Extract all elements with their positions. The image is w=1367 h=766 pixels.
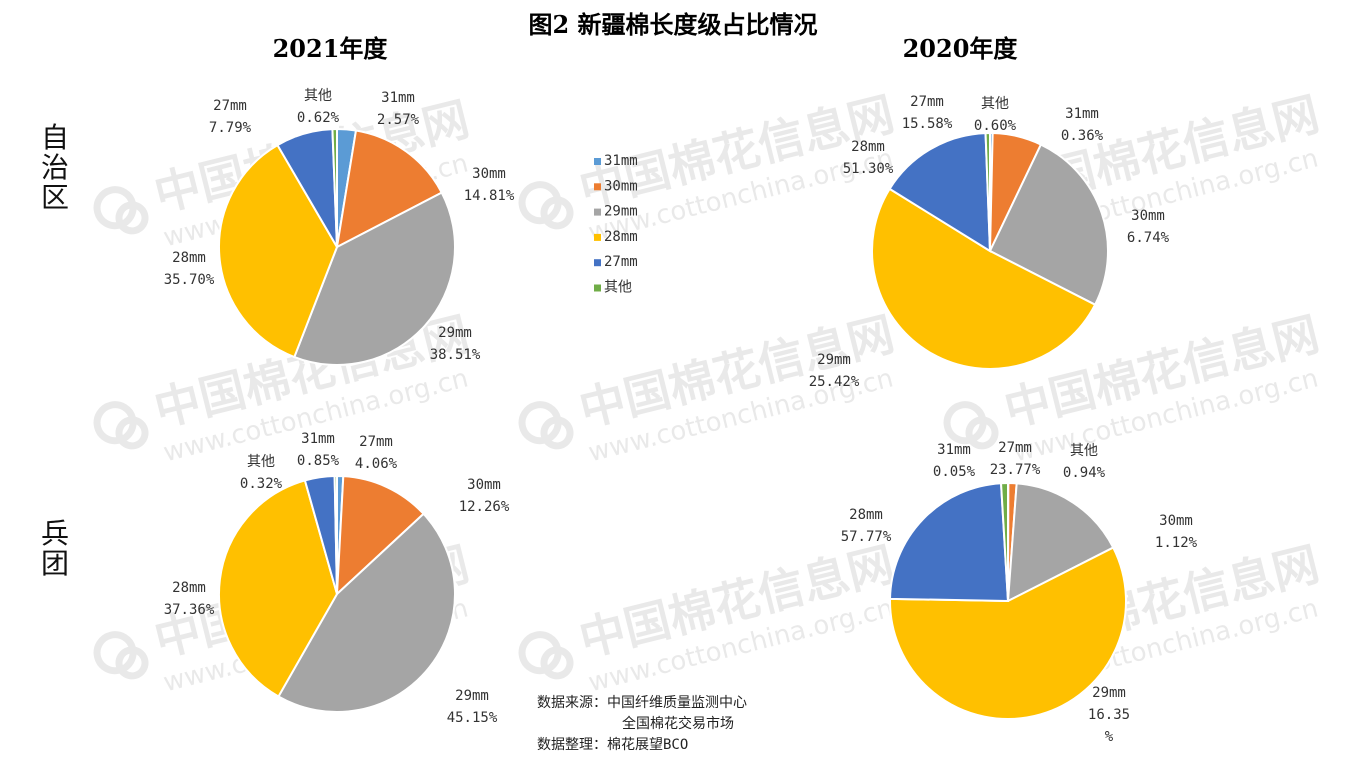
- row-label-char: 治: [41, 151, 69, 184]
- legend-swatch: [594, 233, 601, 241]
- data-label: 30mm 6.74%: [1127, 208, 1170, 246]
- pie-slice-其他: [331, 127, 338, 248]
- legend-swatch: [594, 208, 601, 216]
- legend-label: 27mm: [604, 254, 638, 270]
- data-label: 27mm 23.77%: [990, 440, 1041, 478]
- chart-title: 图2 新疆棉长度级占比情况: [528, 10, 817, 39]
- data-label: 其他 0.60%: [974, 96, 1017, 134]
- data-label: 28mm 57.77%: [841, 507, 892, 545]
- data-label: 29mm 45.15%: [447, 688, 498, 726]
- data-label: 29mm 38.51%: [430, 325, 481, 363]
- data-label: 31mm 0.36%: [1061, 106, 1104, 144]
- pie-slice-28mm: [218, 479, 339, 698]
- legend: 31mm 30mm 29mm 28mm 27mm 其他: [594, 153, 638, 296]
- pie-2021-autonomous-region: 31mm 2.57% 30mm 14.81% 29mm 38.51% 28mm 35.70% 2…: [164, 88, 515, 366]
- data-label: 其他 0.62%: [297, 88, 340, 126]
- data-label: 30mm 1.12%: [1155, 513, 1198, 551]
- pie-slice-29mm: [988, 143, 1109, 307]
- source-line-1: 数据来源：中国纤维质量监测中心: [537, 695, 747, 711]
- row-label-autonomous-region: 自治区: [41, 121, 69, 214]
- data-label: 27mm 15.58%: [902, 94, 953, 132]
- row-label-char: 区: [41, 181, 69, 214]
- legend-swatch: [594, 158, 601, 165]
- pie-slice-28mm: [871, 187, 1097, 370]
- pie-2020-corps: 31mm 0.05% 30mm 1.12% 29mm 16.35 % 28mm 57.77% 27…: [841, 440, 1198, 745]
- row-label-corps: 兵团: [41, 517, 69, 580]
- pie-slice-29mm: [1006, 482, 1115, 603]
- pie-slice-其他: [333, 474, 338, 595]
- source-line-2: 全国棉花交易市场: [622, 715, 734, 732]
- pie-slice-其他: [984, 131, 991, 252]
- legend-label: 其他: [604, 280, 632, 296]
- legend-swatch: [594, 259, 601, 267]
- row-label-char: 团: [41, 547, 69, 580]
- legend-swatch: [594, 183, 601, 191]
- data-label: 31mm 0.05%: [933, 442, 976, 480]
- data-label: 30mm 14.81%: [464, 166, 515, 204]
- data-label: 31mm 2.57%: [377, 90, 420, 128]
- data-label: 30mm 12.26%: [459, 477, 510, 515]
- pie-slice-30mm: [335, 475, 425, 597]
- legend-label: 31mm: [604, 153, 638, 169]
- data-label: 28mm 35.70%: [164, 250, 215, 288]
- pie-slice-其他: [999, 481, 1009, 602]
- pie-slice-28mm: [889, 546, 1127, 720]
- data-label: 29mm 25.42%: [809, 352, 860, 390]
- legend-swatch: [594, 284, 601, 292]
- data-label: 28mm 37.36%: [164, 580, 215, 618]
- row-label-char: 自: [41, 121, 69, 154]
- legend-label: 28mm: [604, 229, 638, 245]
- pie-slice-29mm: [293, 191, 456, 366]
- pie-slice-27mm: [888, 132, 992, 253]
- source-line-3: 数据整理：棉花展望BCO: [537, 736, 688, 753]
- data-label: 31mm 0.85%: [297, 431, 340, 469]
- pie-slice-29mm: [277, 512, 456, 713]
- data-label: 29mm 16.35%: [1088, 685, 1130, 745]
- data-label: 其他 0.32%: [240, 454, 283, 492]
- data-label: 27mm 7.79%: [209, 98, 252, 136]
- legend-label: 29mm: [604, 204, 638, 220]
- data-label: 28mm 51.30%: [843, 139, 894, 177]
- pie-slice-30mm: [335, 129, 444, 249]
- row-label-char: 兵: [41, 517, 69, 550]
- data-label: 其他 0.94%: [1063, 443, 1106, 481]
- legend-label: 30mm: [604, 178, 638, 194]
- pie-2021-corps: 31mm 0.85% 30mm 12.26% 29mm 45.15% 28mm 37.36% 2…: [164, 431, 510, 726]
- pie-slice-27mm: [889, 482, 1010, 603]
- data-label: 27mm 4.06%: [355, 434, 398, 472]
- pie-2020-autonomous-region: 31mm 0.36% 30mm 6.74% 29mm 25.42% 28mm 51.30%27…: [809, 94, 1170, 390]
- column-label-2021: 2021年度: [273, 34, 389, 63]
- column-label-2020: 2020年度: [903, 34, 1019, 63]
